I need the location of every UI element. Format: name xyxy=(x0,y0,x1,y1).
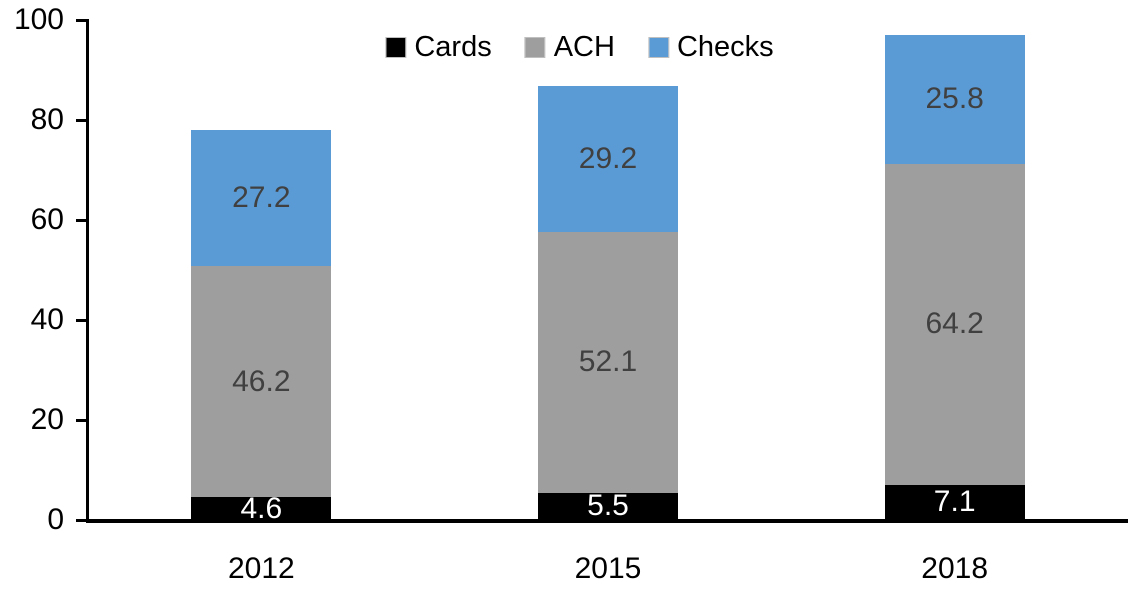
x-axis-label: 2015 xyxy=(574,552,642,585)
legend-marker-ach xyxy=(524,36,546,58)
x-axis-line xyxy=(86,519,1128,523)
data-label: 29.2 xyxy=(578,142,638,175)
legend-marker-cards xyxy=(385,36,407,58)
bar-segment-ach: 46.2 xyxy=(191,266,332,497)
y-tick-label: 0 xyxy=(47,503,64,536)
y-axis-line xyxy=(86,19,89,523)
y-tick-mark xyxy=(76,318,86,322)
legend-label: Checks xyxy=(676,31,774,63)
data-label: 27.2 xyxy=(232,181,291,214)
legend-item-cards: Cards xyxy=(385,29,492,65)
data-label: 7.1 xyxy=(933,485,976,519)
bar-segment-ach: 52.1 xyxy=(538,232,678,493)
data-label: 46.2 xyxy=(232,364,291,398)
bar-segment-cards: 7.1 xyxy=(884,484,1025,520)
bar-segment-checks: 29.2 xyxy=(538,86,678,232)
y-tick-label: 80 xyxy=(30,103,64,136)
y-tick-mark xyxy=(76,18,86,22)
bar-segment-checks: 25.8 xyxy=(884,34,1025,164)
y-tick-label: 60 xyxy=(30,203,64,236)
legend-item-checks: Checks xyxy=(647,29,774,65)
chart-legend: Cards ACH Checks xyxy=(385,29,774,65)
x-axis-label: 2018 xyxy=(921,552,989,585)
data-label: 64.2 xyxy=(925,307,984,340)
legend-label: Cards xyxy=(414,31,492,63)
y-tick-label: 20 xyxy=(30,403,64,436)
data-label: 52.1 xyxy=(578,345,638,379)
y-tick-mark xyxy=(76,118,86,122)
legend-marker-checks xyxy=(647,36,669,58)
y-tick-label: 40 xyxy=(30,303,64,336)
legend-item-ach: ACH xyxy=(524,29,615,65)
bar-segment-checks: 27.2 xyxy=(191,130,332,266)
data-label: 5.5 xyxy=(587,489,629,523)
y-tick-mark xyxy=(76,518,86,522)
y-tick-mark xyxy=(76,418,86,422)
y-tick-label: 100 xyxy=(13,3,64,36)
bar-segment-ach: 64.2 xyxy=(884,163,1025,485)
bar-segment-cards: 5.5 xyxy=(538,489,678,522)
y-tick-mark xyxy=(76,218,86,222)
bar-segment-cards: 4.6 xyxy=(191,492,332,525)
data-label: 4.6 xyxy=(240,491,283,525)
legend-label: ACH xyxy=(553,31,615,63)
data-label: 25.8 xyxy=(925,82,984,115)
x-axis-label: 2012 xyxy=(227,552,295,585)
